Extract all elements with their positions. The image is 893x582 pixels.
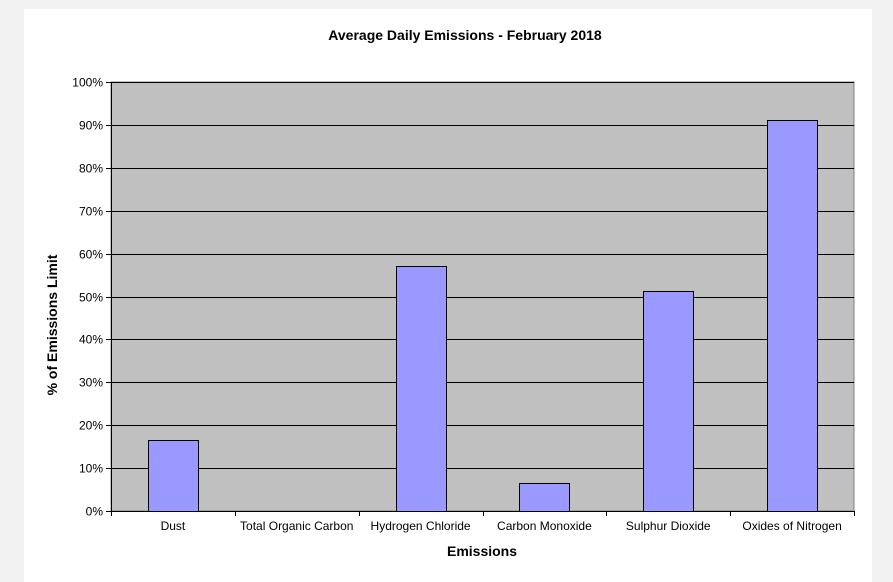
y-tick-label: 50% xyxy=(79,291,103,305)
y-tick-label: 30% xyxy=(79,376,103,390)
y-tick-label: 20% xyxy=(79,419,103,433)
x-tick-label: Dust xyxy=(161,519,186,533)
plot-area xyxy=(110,81,855,512)
bar xyxy=(396,266,447,512)
x-tick-label: Total Organic Carbon xyxy=(240,519,353,533)
axes xyxy=(106,82,855,516)
y-tick-label: 0% xyxy=(86,505,104,519)
y-tick-labels: 0% 10% 20% 30% 40% 50% 60% 70% 80% 90% 100% xyxy=(72,76,103,519)
y-tick-label: 40% xyxy=(79,333,103,347)
bar xyxy=(643,291,694,512)
y-axis-label: % of Emissions Limit xyxy=(44,254,60,395)
y-tick-label: 100% xyxy=(72,76,103,90)
y-tick-label: 80% xyxy=(79,162,103,176)
y-tick-label: 90% xyxy=(79,119,103,133)
chart-card: Average Daily Emissions - February 2018 … xyxy=(24,9,872,582)
chart-title: Average Daily Emissions - February 2018 xyxy=(328,27,602,43)
x-tick-label: Oxides of Nitrogen xyxy=(742,519,841,533)
bar-chart: Average Daily Emissions - February 2018 … xyxy=(44,27,855,559)
x-tick-label: Hydrogen Chloride xyxy=(371,519,471,533)
y-tick-label: 10% xyxy=(79,462,103,476)
x-tick-labels: Dust Total Organic Carbon Hydrogen Chlorid… xyxy=(161,519,842,533)
y-tick-label: 60% xyxy=(79,248,103,262)
gridlines xyxy=(111,82,854,469)
x-tick-label: Sulphur Dioxide xyxy=(626,519,711,533)
y-tick-label: 70% xyxy=(79,205,103,219)
x-axis-label: Emissions xyxy=(447,543,517,559)
x-tick-label: Carbon Monoxide xyxy=(497,519,592,533)
bar xyxy=(148,440,199,512)
bar xyxy=(519,483,570,512)
bar xyxy=(767,120,818,512)
